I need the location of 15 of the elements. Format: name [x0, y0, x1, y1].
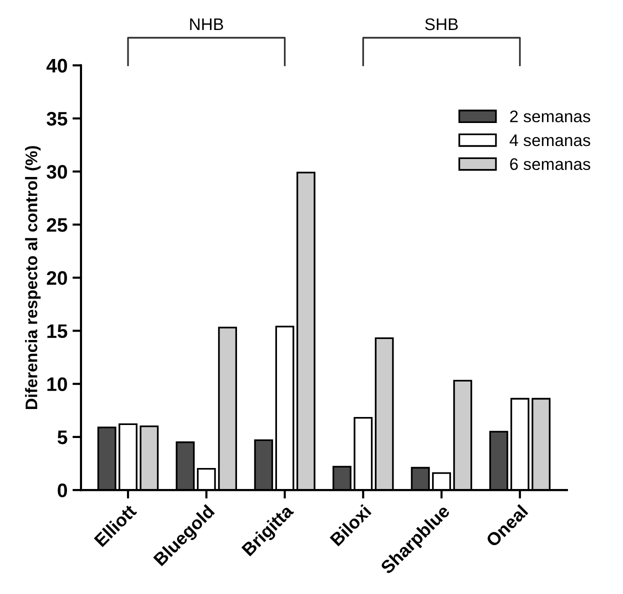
y-tick-label: 15 [47, 324, 68, 338]
text: SHB [425, 18, 458, 30]
y-tick-label: 30 [46, 164, 67, 179]
legend-label: 4 semanas [510, 134, 590, 146]
y-tick-label: 25 [46, 218, 68, 232]
y-tick-label: 5 [58, 430, 68, 444]
y-tick-label: 10 [47, 377, 67, 392]
legend-label: 6 semanas [510, 158, 590, 170]
y-axis-title: Diferencia respecto al control (%) [25, 146, 41, 410]
y-tick-label: 35 [46, 112, 68, 126]
y-tick-label: 40 [46, 58, 67, 73]
legend-label: 2 semanas [510, 110, 590, 122]
y-tick-label: 20 [46, 271, 67, 285]
y-tick-label: 0 [58, 484, 67, 498]
text: NHB [190, 18, 224, 30]
